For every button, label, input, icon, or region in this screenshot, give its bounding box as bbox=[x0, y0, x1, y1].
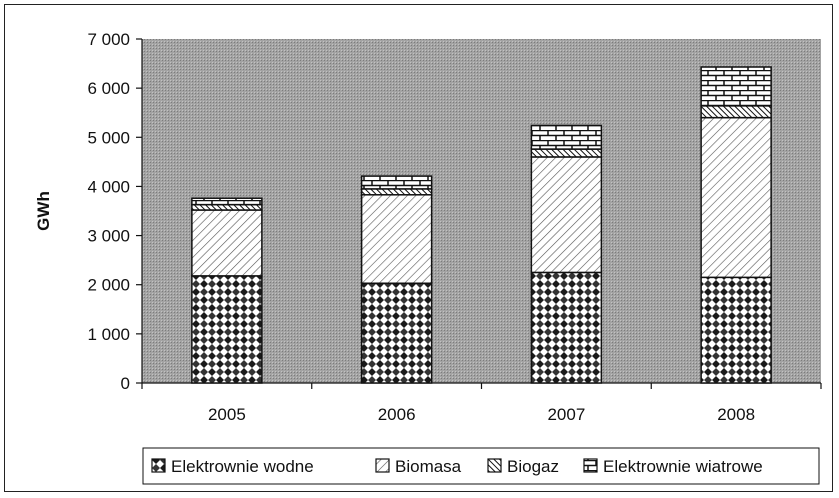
y-axis-ticks: 0 1 000 2 000 3 000 4 000 5 000 6 000 7 000 bbox=[87, 30, 142, 393]
legend: Elektrownie wodne Biomasa Biogaz Elektrowni… bbox=[151, 457, 763, 476]
bars bbox=[191, 66, 772, 384]
y-tick-label: 6 000 bbox=[87, 79, 130, 98]
bar-segment-biomasa-2006 bbox=[360, 194, 433, 284]
y-axis-title: GWh bbox=[34, 191, 53, 231]
bar-segment-elektrownie-wiatrowe-2008 bbox=[700, 66, 772, 107]
x-tick-label: 2005 bbox=[208, 405, 246, 424]
bar-segment-biogaz-2006 bbox=[360, 188, 433, 196]
y-tick-label: 4 000 bbox=[87, 177, 130, 196]
bar-segment-biomasa-2005 bbox=[191, 209, 263, 277]
legend-swatch bbox=[151, 458, 166, 473]
legend-label: Elektrownie wiatrowe bbox=[603, 457, 763, 476]
bar-segment-elektrownie-wodne-2006 bbox=[360, 282, 433, 384]
bar-segment-elektrownie-wodne-2005 bbox=[191, 275, 263, 384]
x-tick-label: 2007 bbox=[547, 405, 585, 424]
legend-label: Elektrownie wodne bbox=[171, 457, 314, 476]
bar-segment-elektrownie-wiatrowe-2006 bbox=[360, 175, 433, 190]
x-tick-label: 2006 bbox=[378, 405, 416, 424]
legend-label: Biogaz bbox=[507, 457, 559, 476]
bar-segment-biomasa-2008 bbox=[700, 116, 772, 279]
y-tick-label: 7 000 bbox=[87, 30, 130, 49]
bar-segment-biogaz-2008 bbox=[700, 105, 772, 119]
bar-segment-elektrownie-wiatrowe-2007 bbox=[530, 124, 603, 150]
bar-segment-biomasa-2007 bbox=[530, 156, 603, 274]
legend-swatch bbox=[583, 458, 598, 473]
y-tick-label: 2 000 bbox=[87, 276, 130, 295]
legend-label: Biomasa bbox=[395, 457, 462, 476]
y-tick-label: 5 000 bbox=[87, 128, 130, 147]
x-tick-label: 2008 bbox=[717, 405, 755, 424]
y-tick-label: 0 bbox=[121, 374, 130, 393]
legend-swatch bbox=[375, 458, 390, 473]
y-tick-label: 1 000 bbox=[87, 325, 130, 344]
legend-swatch bbox=[487, 458, 502, 473]
bar-segment-biogaz-2007 bbox=[530, 148, 603, 158]
bar-segment-elektrownie-wodne-2007 bbox=[530, 271, 603, 384]
bar-segment-biogaz-2005 bbox=[191, 203, 263, 211]
y-tick-label: 3 000 bbox=[87, 227, 130, 246]
x-axis-ticks: 2005 2006 2007 2008 bbox=[141, 383, 822, 424]
legend-box bbox=[142, 447, 820, 485]
bar-segment-elektrownie-wodne-2008 bbox=[700, 276, 772, 384]
bar-segment-elektrownie-wiatrowe-2005 bbox=[191, 197, 263, 206]
